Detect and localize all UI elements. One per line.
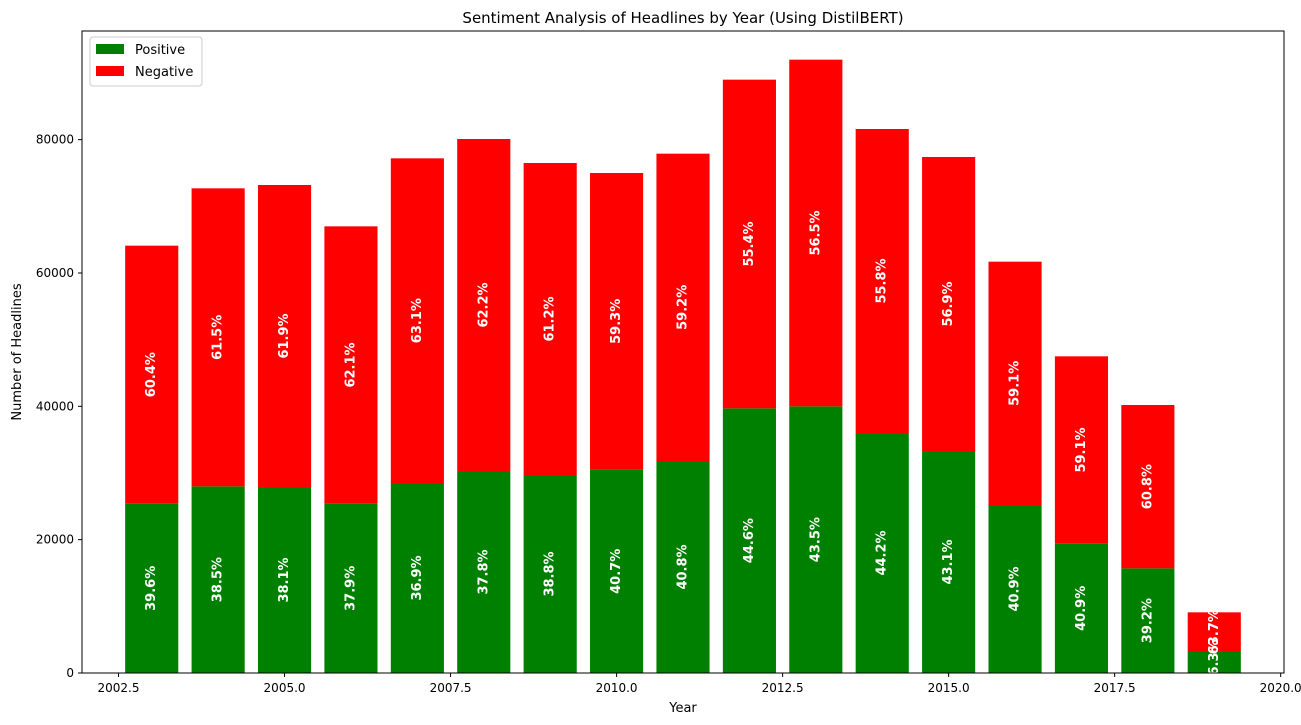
label-negative-2016: 59.1% [1008,361,1023,406]
label-positive-2005: 38.1% [277,557,292,602]
label-positive-2011: 40.8% [676,544,691,589]
x-tick-label: 2002.5 [98,681,140,695]
label-negative-2017: 59.1% [1074,427,1089,472]
x-tick-label: 2020.0 [1260,681,1301,695]
bar-negative-2012 [722,79,776,409]
bar-negative-2016 [988,261,1042,505]
y-axis-title: Number of Headlines [10,283,25,420]
label-negative-2014: 55.8% [875,258,890,303]
bar-positive-2013 [789,406,843,673]
label-positive-2013: 43.5% [808,517,823,562]
label-positive-2004: 38.5% [211,557,226,602]
label-negative-2012: 55.4% [742,221,757,266]
bar-negative-2003 [125,245,179,504]
label-negative-2011: 59.2% [676,285,691,330]
legend-swatch-positive [96,44,124,54]
bar-positive-2003 [125,503,179,673]
bar-positive-2017 [1054,543,1109,673]
bar-positive-2005 [257,487,312,673]
bar-positive-2010 [590,469,644,673]
y-tick-label: 80000 [36,133,74,147]
label-positive-2010: 40.7% [609,549,624,594]
label-negative-2007: 63.1% [410,298,425,343]
bar-negative-2008 [457,139,511,471]
label-positive-2012: 44.6% [742,518,757,563]
label-positive-2017: 40.9% [1074,586,1089,631]
bar-negative-2005 [257,185,312,487]
bar-positive-2019 [1187,651,1241,673]
bar-negative-2009 [523,163,577,475]
label-negative-2008: 62.2% [476,282,491,327]
legend-label-positive: Positive [135,43,185,58]
x-tick-label: 2010.0 [596,681,638,695]
bar-positive-2011 [656,461,710,673]
y-tick-label: 40000 [36,399,74,413]
bar-positive-2012 [722,408,776,673]
x-tick-label: 2007.5 [430,681,472,695]
bar-positive-2004 [191,486,245,673]
label-positive-2015: 43.1% [941,539,956,584]
legend-swatch-negative [96,66,124,76]
label-negative-2003: 60.4% [144,352,159,397]
label-positive-2007: 36.9% [410,555,425,600]
label-positive-2018: 39.2% [1140,598,1155,643]
bar-negative-2007 [390,158,444,484]
x-axis: 2002.5 2005.0 2007.5 2010.0 2012.5 2015.0 2017… [98,673,1301,695]
bar-positive-2016 [988,505,1042,673]
bar-positive-2018 [1121,568,1175,673]
label-positive-2003: 39.6% [144,566,159,611]
bar-negative-2018 [1121,405,1175,569]
bar-negative-2017 [1054,356,1109,544]
bar-negative-2006 [324,226,378,504]
chart-title: Sentiment Analysis of Headlines by Year … [462,9,903,27]
legend: Positive Negative [89,36,203,87]
y-axis: 0 20000 40000 60000 80000 [36,133,82,680]
bar-positive-2008 [457,471,511,673]
label-negative-2005: 61.9% [277,313,292,358]
y-tick-label: 60000 [36,266,74,280]
bar-negative-2014 [855,129,909,433]
bar-positive-2006 [324,503,378,673]
y-tick-label: 0 [66,666,74,680]
legend-label-negative: Negative [135,65,193,80]
label-negative-2015: 56.9% [941,281,956,326]
y-tick-label: 20000 [36,533,74,547]
label-negative-2019: 63.7% [1207,609,1222,654]
label-positive-2014: 44.2% [875,530,890,575]
bar-negative-2015 [922,157,976,451]
bars-group [125,59,1241,673]
label-negative-2013: 56.5% [808,210,823,255]
label-positive-2006: 37.9% [343,566,358,611]
x-tick-label: 2015.0 [928,681,970,695]
bar-negative-2019 [1187,612,1241,651]
label-negative-2006: 62.1% [343,342,358,387]
bar-negative-2013 [789,59,843,407]
x-axis-title: Year [668,701,697,716]
label-negative-2009: 61.2% [543,296,558,341]
label-positive-2016: 40.9% [1008,566,1023,611]
bar-negative-2010 [590,173,644,470]
x-tick-label: 2012.5 [762,681,804,695]
label-negative-2004: 61.5% [211,315,226,360]
label-positive-2008: 37.8% [476,549,491,594]
bar-labels-group: 39.6% 60.4% 38.5% 61.5% 38.1% 61.9% 37.9% 62.1%… [144,210,1222,684]
bar-positive-2007 [390,483,444,673]
label-positive-2009: 38.8% [543,551,558,596]
x-tick-label: 2005.0 [264,681,306,695]
bar-negative-2011 [656,153,710,461]
bar-positive-2014 [855,433,909,673]
bar-positive-2009 [523,475,577,673]
label-negative-2018: 60.8% [1140,464,1155,509]
x-tick-label: 2017.5 [1094,681,1136,695]
plot-frame [81,30,1285,674]
label-negative-2010: 59.3% [609,299,624,344]
bar-negative-2004 [191,188,245,487]
bar-positive-2015 [922,451,976,673]
